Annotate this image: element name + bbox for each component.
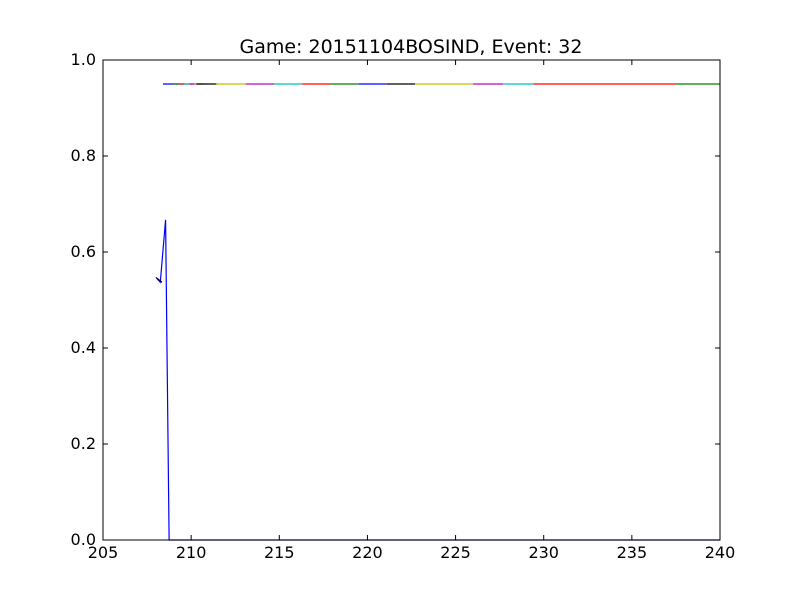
series-layer [155, 83, 720, 541]
ticks-layer: 205 210 215 220 225 230 235 240 0.0 0.2 0.4 0.6 0.8 1… [71, 50, 736, 562]
y-tick-label-5: 1.0 [71, 50, 96, 69]
y-tick-label-4: 0.8 [71, 146, 96, 165]
x-tick-label-5: 230 [528, 543, 559, 562]
x-tick-label-3: 220 [352, 543, 383, 562]
y-tick-label-0: 0.0 [71, 530, 96, 549]
series-line-0 [156, 219, 720, 541]
x-tick-label-1: 210 [176, 543, 207, 562]
x-tick-label-7: 240 [705, 543, 736, 562]
y-tick-label-3: 0.6 [71, 242, 96, 261]
chart-title: Game: 20151104BOSIND, Event: 32 [239, 36, 582, 58]
x-tick-label-2: 215 [264, 543, 295, 562]
x-tick-label-4: 225 [440, 543, 471, 562]
plot-frame [102, 59, 721, 541]
y-tick-label-1: 0.2 [71, 434, 96, 453]
x-tick-label-6: 235 [617, 543, 648, 562]
y-tick-label-2: 0.4 [71, 338, 96, 357]
x-tick-label-0: 205 [88, 543, 119, 562]
series-line-1 [155, 276, 163, 283]
